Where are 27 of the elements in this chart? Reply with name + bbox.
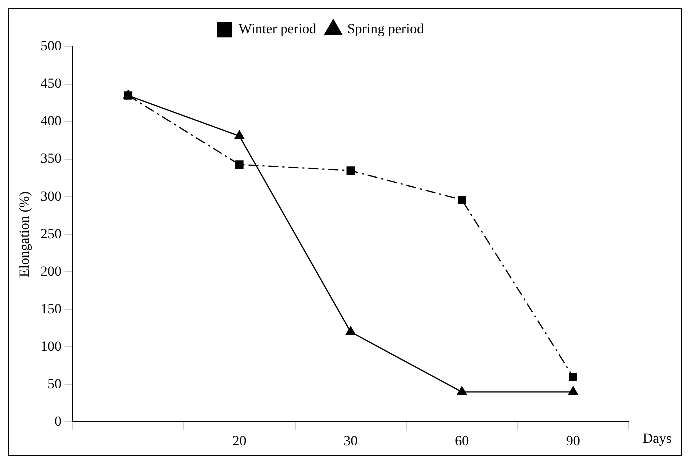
- x-tick-label: 20: [232, 434, 247, 450]
- y-tick-label: 350: [40, 152, 62, 168]
- x-axis-title: Days: [643, 432, 672, 447]
- y-tick-label: 400: [40, 114, 62, 130]
- point: [346, 326, 356, 336]
- y-tick-label: 250: [40, 227, 62, 242]
- y-tick-label: 200: [40, 264, 62, 280]
- point: [458, 196, 466, 204]
- point: [569, 373, 578, 382]
- y-axis-title: Elongation (%): [18, 191, 34, 278]
- y-tick-label: 50: [48, 377, 62, 392]
- y-tick-label: 450: [40, 77, 62, 92]
- point: [234, 130, 245, 140]
- legend-label: Spring period: [347, 22, 424, 38]
- y-tick-label: 300: [40, 190, 62, 205]
- y-tick-label: 100: [40, 340, 62, 355]
- point: [568, 386, 578, 396]
- point: [236, 160, 244, 169]
- legend-label: Winter period: [238, 22, 316, 38]
- y-tick-label: 500: [40, 40, 62, 55]
- x-tick-label: 60: [455, 434, 470, 450]
- x-tick-label: 30: [344, 434, 358, 450]
- y-tick-label: 0: [54, 414, 62, 430]
- x-tick-label: 90: [566, 434, 580, 450]
- point: [457, 386, 468, 396]
- point: [346, 166, 356, 175]
- y-tick-label: 150: [40, 302, 62, 318]
